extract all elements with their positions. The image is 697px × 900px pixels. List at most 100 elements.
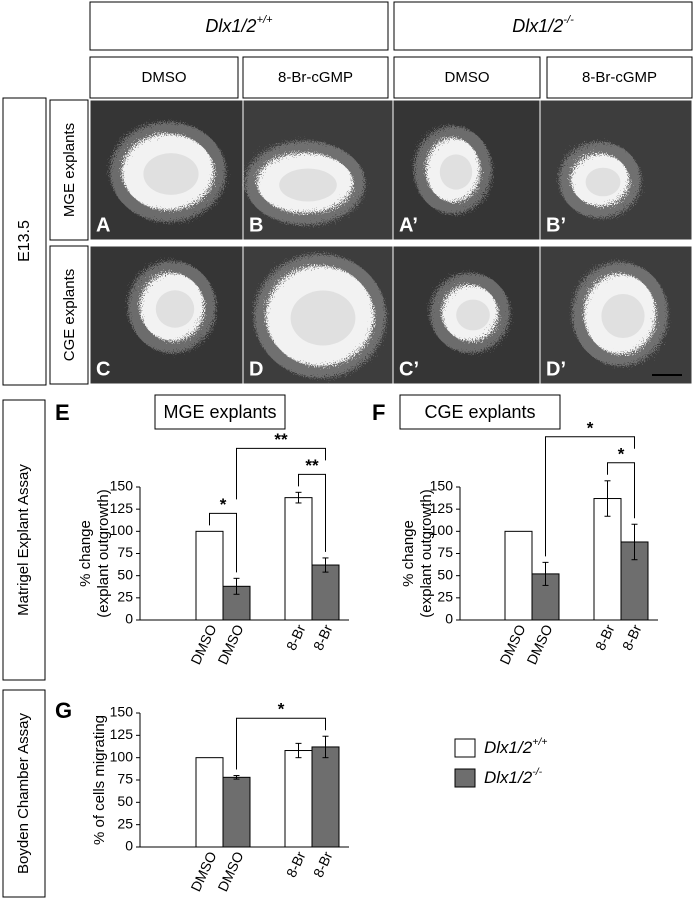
header-box — [89, 1, 389, 51]
condition-label: DMSO — [445, 69, 490, 86]
explant-core — [439, 154, 473, 190]
y-axis-label: % change — [77, 520, 94, 587]
y-tick-label: 100 — [430, 522, 454, 538]
y-tick-label: 25 — [437, 589, 453, 605]
y-tick-label: 0 — [125, 611, 133, 627]
significance-bracket — [545, 436, 635, 557]
genotype-name: Dlx1/2 — [205, 16, 256, 36]
panel-letter: D’ — [546, 358, 566, 380]
side-box — [2, 399, 46, 681]
genotype-sup: +/+ — [532, 736, 547, 748]
x-tick-label: 8-Br — [619, 622, 645, 653]
bar — [504, 530, 533, 621]
y-tick-label: 50 — [437, 566, 453, 582]
significance-bracket — [209, 512, 237, 573]
panel-letter: A’ — [399, 214, 418, 236]
side-label: Boyden Chamber Assay — [15, 713, 32, 874]
y-tick-label: 25 — [117, 815, 133, 831]
significance-bracket — [607, 462, 635, 519]
row-label: CGE explants — [61, 269, 78, 362]
y-tick-label: 75 — [117, 544, 133, 560]
panel-letter: B’ — [546, 214, 566, 236]
bar — [222, 776, 251, 848]
genotype-name: Dlx1/2 — [484, 768, 533, 787]
explant-core — [456, 299, 490, 331]
y-tick-label: 50 — [117, 793, 133, 809]
explant-core — [290, 290, 356, 346]
title-box — [399, 394, 561, 430]
significance-bracket — [298, 473, 326, 552]
chart-title: MGE explants — [163, 402, 276, 422]
bar — [311, 746, 340, 848]
panel-letter: E — [55, 400, 70, 425]
condition-label: DMSO — [142, 69, 187, 86]
genotype-name: Dlx1/2 — [484, 738, 533, 757]
explant-core — [601, 294, 645, 338]
y-tick-label: 100 — [110, 522, 134, 538]
condition-box — [89, 56, 239, 99]
legend-swatch — [454, 768, 476, 788]
significance-label: ** — [274, 430, 288, 449]
significance-label: * — [278, 700, 285, 719]
row-box — [49, 99, 89, 241]
genotype-name: Dlx1/2 — [512, 16, 563, 36]
x-tick-label: 8-Br — [310, 622, 336, 653]
y-axis-label: (explant outgrowth) — [95, 489, 112, 617]
genotype-label: Dlx1/2+/+ — [205, 14, 273, 36]
chart-title: CGE explants — [424, 402, 535, 422]
condition-box — [393, 56, 541, 99]
header-box — [393, 1, 693, 51]
significance-bracket — [236, 447, 326, 500]
side-label: Matrigel Explant Assay — [15, 464, 32, 616]
explant-core — [585, 167, 621, 197]
panel-letter: B — [249, 214, 263, 236]
age-label: E13.5 — [16, 220, 33, 262]
panel-letter: A — [96, 214, 110, 236]
bar — [311, 564, 340, 621]
bar — [195, 757, 224, 848]
significance-label: * — [587, 418, 594, 437]
y-tick-label: 0 — [125, 838, 133, 854]
y-axis-label: % of cells migrating — [91, 715, 108, 845]
row-box — [49, 245, 89, 385]
bar — [284, 750, 313, 848]
y-axis-label: % change — [400, 520, 417, 587]
significance-bracket — [236, 717, 326, 770]
condition-box — [546, 56, 693, 99]
row-label: MGE explants — [61, 123, 78, 217]
panel-letter: F — [372, 400, 385, 425]
y-tick-label: 150 — [110, 478, 134, 494]
y-tick-label: 150 — [430, 478, 454, 494]
y-tick-label: 0 — [445, 611, 453, 627]
panel-letter: C — [96, 358, 110, 380]
genotype-label: Dlx1/2+/+ — [484, 736, 547, 758]
condition-box — [242, 56, 389, 99]
y-tick-label: 100 — [110, 748, 134, 764]
explant-core — [279, 168, 337, 202]
side-box — [2, 689, 46, 898]
y-axis-label: (explant outgrowth) — [418, 489, 435, 617]
genotype-sup: +/+ — [256, 14, 273, 26]
y-tick-label: 125 — [110, 500, 134, 516]
y-tick-label: 75 — [437, 544, 453, 560]
genotype-label: Dlx1/2-/- — [512, 14, 574, 36]
condition-label: 8-Br-cGMP — [582, 69, 657, 86]
bar — [284, 497, 313, 621]
panel-letter: C’ — [399, 358, 419, 380]
explant-core — [155, 290, 195, 328]
bar — [195, 530, 224, 621]
y-tick-label: 125 — [110, 726, 134, 742]
x-tick-label: 8-Br — [310, 849, 336, 880]
condition-label: 8-Br-cGMP — [278, 69, 353, 86]
significance-label: * — [220, 495, 227, 514]
y-tick-label: 150 — [110, 704, 134, 720]
x-tick-label: 8-Br — [283, 622, 309, 653]
y-tick-label: 125 — [430, 500, 454, 516]
genotype-sup: -/- — [532, 766, 542, 778]
x-tick-label: 8-Br — [283, 849, 309, 880]
genotype-sup: -/- — [563, 14, 574, 26]
significance-label: ** — [305, 456, 319, 475]
significance-label: * — [618, 444, 625, 463]
panel-letter: G — [55, 698, 72, 723]
